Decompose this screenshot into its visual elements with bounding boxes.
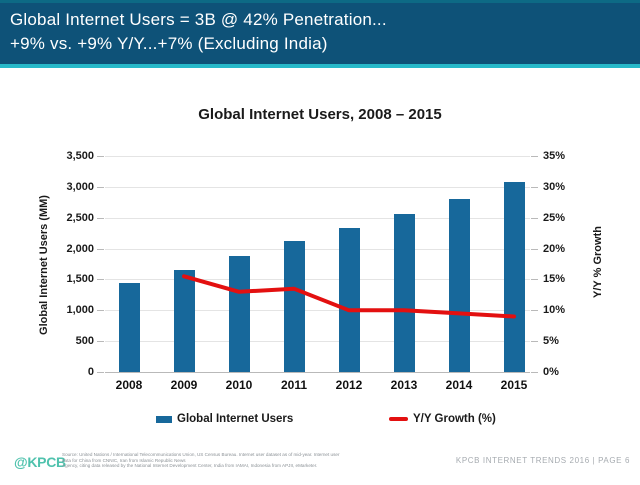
page-label: KPCB INTERNET TRENDS 2016 | PAGE 6 xyxy=(455,456,630,465)
y-axis-tick-label-left: 500 xyxy=(75,335,94,348)
x-axis-tick-label: 2013 xyxy=(390,378,418,392)
right-axis-title: Y/Y % Growth xyxy=(592,226,604,298)
chart-title: Global Internet Users, 2008 – 2015 xyxy=(198,106,442,123)
y-axis-tick-left xyxy=(97,279,104,281)
yy-growth-line xyxy=(182,274,516,319)
y-axis-tick-label-right: 5% xyxy=(543,335,559,348)
teal-divider xyxy=(0,64,640,68)
y-axis-tick-label-left: 1,500 xyxy=(66,273,94,286)
y-axis-tick-label-left: 1,000 xyxy=(66,304,94,317)
y-axis-tick-left xyxy=(97,217,104,219)
y-axis-tick-left xyxy=(97,156,104,157)
bar-series-label: Global Internet Users xyxy=(177,413,294,425)
y-axis-tick-right xyxy=(531,341,538,343)
y-axis-tick-right xyxy=(531,186,538,188)
y-axis-tick-right xyxy=(531,217,538,219)
y-axis-tick-label-right: 25% xyxy=(543,211,566,224)
source-note-line2: Agency, citing data released by the Nati… xyxy=(62,463,318,469)
gridline xyxy=(105,341,530,343)
y-axis-tick-label-right: 20% xyxy=(543,242,566,255)
bar-series-swatch xyxy=(156,415,172,423)
bar-2011 xyxy=(283,241,305,372)
top-edge-accent xyxy=(0,0,640,3)
y-axis-tick-right xyxy=(531,279,538,281)
y-axis-tick-label-left: 3,500 xyxy=(66,150,94,162)
slide-header: Global Internet Users = 3B @ 42% Penetra… xyxy=(0,0,640,64)
y-axis-tick-label-right: 0% xyxy=(543,366,559,378)
x-axis-line xyxy=(105,372,530,373)
y-axis-tick-label-right: 10% xyxy=(543,304,566,317)
line-series-label: Y/Y Growth (%) xyxy=(413,413,496,425)
bar-2010 xyxy=(228,255,250,372)
y-axis-tick-label-left: 2,000 xyxy=(66,242,94,255)
bar-2009 xyxy=(173,270,195,372)
x-axis-tick-label: 2015 xyxy=(500,378,528,392)
gridline xyxy=(105,248,530,250)
x-axis-tick-label: 2010 xyxy=(225,378,253,392)
legend-item-bars: Global Internet Users xyxy=(156,413,293,425)
line-series-swatch xyxy=(389,417,408,421)
y-axis-tick-label-left: 0 xyxy=(87,366,94,378)
y-axis-tick-label-right: 15% xyxy=(543,273,566,286)
y-axis-tick-left xyxy=(97,248,104,250)
source-note-line1: Source: United Nations / International T… xyxy=(62,452,340,463)
y-axis-tick-label-left: 3,000 xyxy=(66,180,94,193)
bar-2015 xyxy=(503,182,525,372)
source-note: Source: United Nations / International T… xyxy=(62,452,342,469)
gridline xyxy=(105,310,530,312)
header-title-line2: +9% vs. +9% Y/Y...+7% (Excluding India) xyxy=(10,34,328,53)
y-axis-tick-left xyxy=(97,372,104,373)
kpcb-logo: @KPCB xyxy=(14,454,66,470)
y-axis-tick-right xyxy=(531,310,538,312)
header-title-line1: Global Internet Users = 3B @ 42% Penetra… xyxy=(10,10,387,29)
bar-2008 xyxy=(118,282,140,372)
x-axis-tick-label: 2008 xyxy=(115,378,143,392)
gridline xyxy=(105,279,530,281)
legend-item-line: Y/Y Growth (%) xyxy=(389,413,496,425)
y-axis-tick-left xyxy=(97,341,104,343)
y-axis-tick-right xyxy=(531,156,538,157)
y-axis-tick-label-right: 35% xyxy=(543,150,566,162)
x-axis-tick-label: 2012 xyxy=(335,378,363,392)
gridline xyxy=(105,156,530,157)
y-axis-tick-right xyxy=(531,248,538,250)
x-axis-tick-label: 2011 xyxy=(280,378,308,392)
y-axis-tick-label-right: 30% xyxy=(543,180,566,193)
x-axis-tick-label: 2014 xyxy=(445,378,473,392)
x-axis-tick-label: 2009 xyxy=(170,378,198,392)
bar-2014 xyxy=(448,199,470,372)
y-axis-tick-left xyxy=(97,186,104,188)
gridline xyxy=(105,186,530,188)
bar-2013 xyxy=(393,214,415,372)
gridline xyxy=(105,217,530,219)
bar-2012 xyxy=(338,228,360,372)
y-axis-tick-right xyxy=(531,372,538,373)
y-axis-tick-label-left: 2,500 xyxy=(66,211,94,224)
y-axis-tick-left xyxy=(97,310,104,312)
